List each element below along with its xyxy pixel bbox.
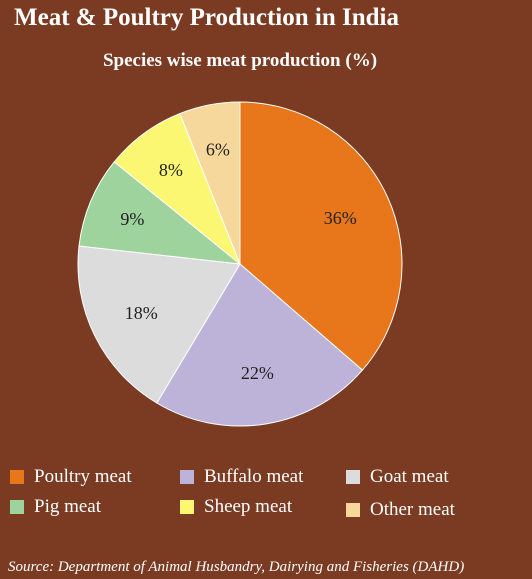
legend-swatch-goat <box>346 470 360 484</box>
slice-label-0: 36% <box>324 208 357 228</box>
source-note: Source: Department of Animal Husbandry, … <box>8 559 465 575</box>
legend-swatch-other <box>346 503 360 517</box>
legend-item-buffalo: Buffalo meat <box>180 466 303 488</box>
slice-label-2: 18% <box>125 303 158 323</box>
legend-label-pig: Pig meat <box>34 496 102 517</box>
legend-item-poultry: Poultry meat <box>10 466 132 488</box>
legend-swatch-buffalo <box>180 470 194 484</box>
legend-label-goat: Goat meat <box>370 466 449 487</box>
legend-item-pig: Pig meat <box>10 496 101 518</box>
legend-swatch-sheep <box>180 500 194 514</box>
pie-slice-0 <box>239 101 403 371</box>
pie-slice-5 <box>179 101 241 265</box>
pie-chart: 36% 22% 18% 9% 8% 6% <box>77 101 403 427</box>
slice-label-4: 8% <box>159 160 183 180</box>
legend-swatch-pig <box>10 500 24 514</box>
legend-label-sheep: Sheep meat <box>204 496 293 517</box>
pie-slice-3 <box>78 161 242 265</box>
slice-label-5: 6% <box>206 139 230 159</box>
legend-label-other: Other meat <box>370 499 455 520</box>
pie-slice-1 <box>156 263 364 427</box>
chart-title: Species wise meat production (%) <box>102 50 378 71</box>
legend-label-buffalo: Buffalo meat <box>204 466 304 487</box>
pie-slice-2 <box>77 245 241 404</box>
slice-label-1: 22% <box>241 363 274 383</box>
legend-label-poultry: Poultry meat <box>34 466 132 487</box>
slice-label-3: 9% <box>120 209 144 229</box>
legend-swatch-poultry <box>10 470 24 484</box>
legend-item-sheep: Sheep meat <box>180 496 292 518</box>
legend-item-other: Other meat <box>346 499 455 521</box>
page-title: Meat & Poultry Production in India <box>14 4 399 31</box>
legend-item-goat: Goat meat <box>346 466 449 488</box>
